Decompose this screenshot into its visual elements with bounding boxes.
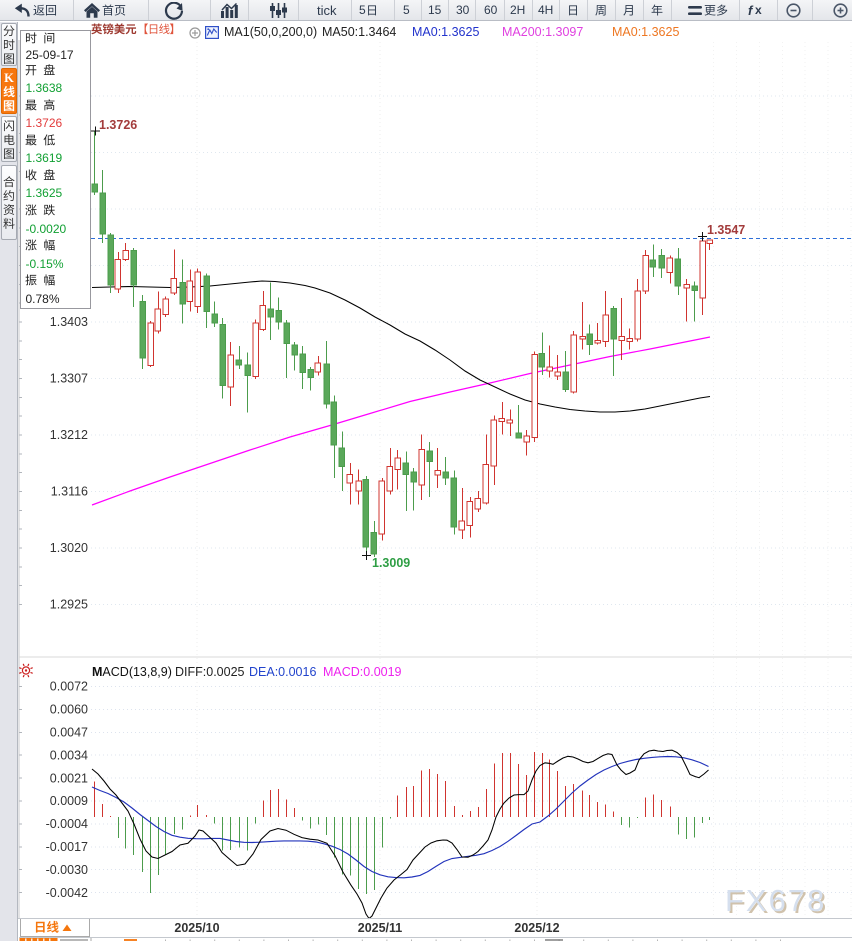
svg-text:1.2925: 1.2925 <box>50 598 88 612</box>
svg-text:0.0072: 0.0072 <box>50 680 88 694</box>
svg-text:MACD:0.0019: MACD:0.0019 <box>323 665 402 679</box>
svg-text:-0.0004: -0.0004 <box>46 817 88 831</box>
svg-text:1.3403: 1.3403 <box>50 315 88 329</box>
svg-text:0.0034: 0.0034 <box>50 748 88 762</box>
svg-text:2025/12: 2025/12 <box>514 921 559 935</box>
svg-text:FX678: FX678 <box>725 883 826 918</box>
svg-text:0.0009: 0.0009 <box>50 794 88 808</box>
svg-text:-0.0030: -0.0030 <box>46 863 88 877</box>
svg-text:2025/10: 2025/10 <box>174 921 219 935</box>
svg-text:FX678: FX678 <box>727 885 828 920</box>
svg-text:2025/11: 2025/11 <box>358 921 403 935</box>
svg-text:0.0060: 0.0060 <box>50 703 88 717</box>
svg-text:1.3020: 1.3020 <box>50 541 88 555</box>
svg-text:DIFF:0.0025: DIFF:0.0025 <box>175 665 245 679</box>
svg-text:0.0021: 0.0021 <box>50 771 88 785</box>
svg-text:1.3009: 1.3009 <box>372 556 410 570</box>
svg-text:K: K <box>4 71 14 85</box>
svg-text:1.3726: 1.3726 <box>99 118 137 132</box>
svg-text:1.3116: 1.3116 <box>51 485 88 499</box>
svg-text:1.3547: 1.3547 <box>707 223 745 237</box>
svg-text:-0.0042: -0.0042 <box>46 886 88 900</box>
svg-text:1.3212: 1.3212 <box>50 428 88 442</box>
svg-text:MACD(13,8,9): MACD(13,8,9) <box>92 665 172 679</box>
svg-text:0.0047: 0.0047 <box>50 726 88 740</box>
svg-text:1.3307: 1.3307 <box>50 372 88 386</box>
svg-text:-0.0017: -0.0017 <box>46 840 88 854</box>
svg-text:DEA:0.0016: DEA:0.0016 <box>249 665 316 679</box>
